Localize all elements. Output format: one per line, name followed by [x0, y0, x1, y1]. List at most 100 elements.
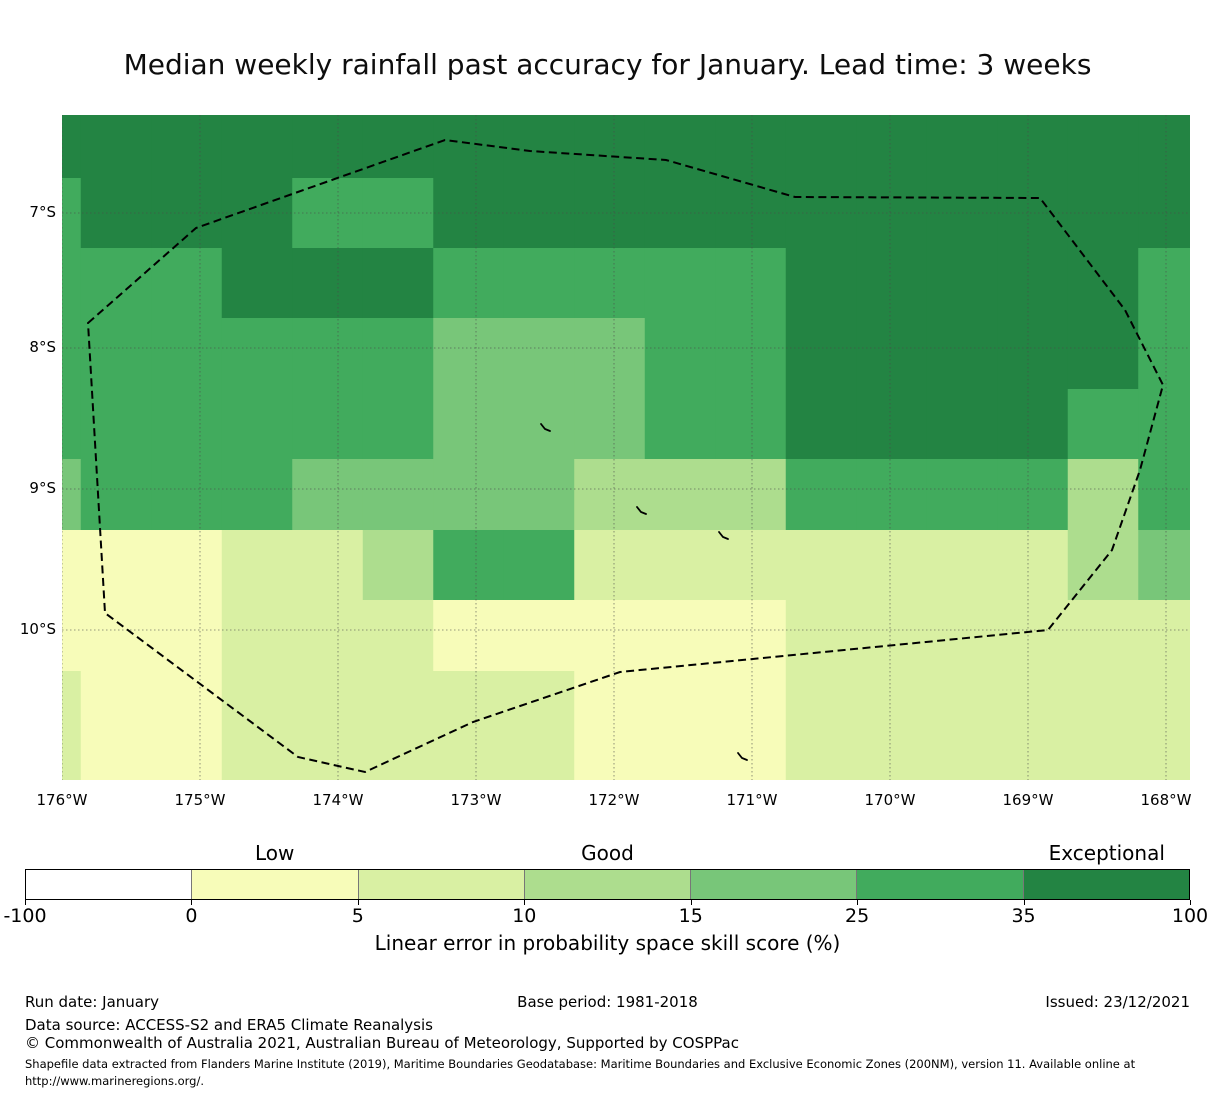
map-cell — [433, 741, 505, 781]
island-mark — [718, 531, 729, 540]
map-cell — [856, 600, 928, 672]
map-cell — [926, 530, 998, 601]
map-cell — [856, 459, 928, 531]
map-cell — [1067, 671, 1139, 742]
map-cell — [62, 459, 82, 531]
colorbar — [25, 869, 1190, 900]
colorbar-tick-mark — [690, 900, 692, 905]
map-cell — [151, 530, 223, 601]
map-cell — [221, 671, 293, 742]
map-cell — [644, 741, 716, 781]
map-cell — [574, 115, 646, 179]
map-cell — [433, 459, 505, 531]
map-cell — [926, 115, 998, 179]
map-cell — [433, 248, 505, 319]
map-cell — [221, 115, 293, 179]
y-tick-label: 9°S — [29, 479, 56, 497]
colorbar-tick-value: -100 — [3, 905, 47, 927]
map-cell — [574, 741, 646, 781]
map-cell — [1138, 318, 1191, 390]
eez-boundary-dashed-line — [86, 138, 1165, 774]
colorbar-segment — [26, 870, 192, 899]
map-cell — [503, 389, 575, 460]
map-cell — [151, 459, 223, 531]
map-cell — [503, 248, 575, 319]
map-cell — [503, 318, 575, 390]
map-cell — [785, 671, 857, 742]
x-tick-label: 170°W — [864, 791, 916, 809]
map-cell — [292, 671, 364, 742]
colorbar-segment — [191, 870, 358, 899]
map-cell — [503, 459, 575, 531]
x-tick-label: 169°W — [1002, 791, 1054, 809]
map-cell — [362, 530, 434, 601]
map-cell — [292, 115, 364, 179]
map-cell — [362, 600, 434, 672]
island-mark — [540, 423, 551, 432]
x-tick-label: 175°W — [174, 791, 226, 809]
map-cell — [1067, 530, 1139, 601]
map-cell — [80, 600, 152, 672]
map-cell — [574, 459, 646, 531]
map-cell — [997, 459, 1069, 531]
map-cell — [715, 248, 787, 319]
map-cell — [1138, 741, 1191, 781]
map-cell — [856, 671, 928, 742]
map-cell — [151, 389, 223, 460]
map-cell — [785, 389, 857, 460]
map-cell — [221, 178, 293, 249]
colorbar-segment — [1022, 870, 1189, 899]
map-cell — [151, 741, 223, 781]
map-cell — [62, 600, 82, 672]
colorbar-tick-value: 25 — [845, 905, 870, 927]
map-cell — [644, 671, 716, 742]
map-cell — [62, 318, 82, 390]
map-cell — [221, 459, 293, 531]
map-cell — [856, 178, 928, 249]
map-cell — [574, 600, 646, 672]
map-cell — [362, 318, 434, 390]
y-tick-label: 7°S — [29, 203, 56, 221]
map-cell — [926, 459, 998, 531]
map-cell — [856, 741, 928, 781]
map-cell — [503, 671, 575, 742]
map-cell — [362, 741, 434, 781]
map-cell — [80, 530, 152, 601]
map-cell — [151, 671, 223, 742]
map-cell — [715, 389, 787, 460]
map-cell — [433, 530, 505, 601]
map-cell — [62, 178, 82, 249]
colorbar-tick-mark — [357, 900, 359, 905]
map-cell — [785, 318, 857, 390]
map-cell — [785, 600, 857, 672]
map-cell — [715, 530, 787, 601]
shapefile-note-text: Shapefile data extracted from Flanders M… — [25, 1057, 1136, 1088]
map-cell — [80, 318, 152, 390]
map-cell — [362, 671, 434, 742]
colorbar-segment — [856, 870, 1023, 899]
map-cell — [997, 389, 1069, 460]
x-tick-label: 174°W — [312, 791, 364, 809]
map-cell — [151, 115, 223, 179]
map-cell — [433, 600, 505, 672]
map-cell — [785, 741, 857, 781]
map-cell — [151, 600, 223, 672]
map-cell — [856, 318, 928, 390]
data-source-text: Data source: ACCESS-S2 and ERA5 Climate … — [25, 1016, 433, 1034]
heatmap-cells — [62, 115, 1191, 781]
map-cell — [292, 600, 364, 672]
colorbar-tick-mark — [1190, 900, 1191, 905]
map-cell — [292, 741, 364, 781]
map-cell — [62, 741, 82, 781]
map-cell — [574, 671, 646, 742]
map-cell — [1138, 115, 1191, 179]
colorbar-tick-value: 35 — [1011, 905, 1036, 927]
map-cell — [574, 318, 646, 390]
map-cell — [644, 389, 716, 460]
colorbar-tick-mark — [857, 900, 859, 905]
map-cell — [926, 389, 998, 460]
map-cell — [715, 115, 787, 179]
map-cell — [715, 671, 787, 742]
map-cell — [151, 248, 223, 319]
